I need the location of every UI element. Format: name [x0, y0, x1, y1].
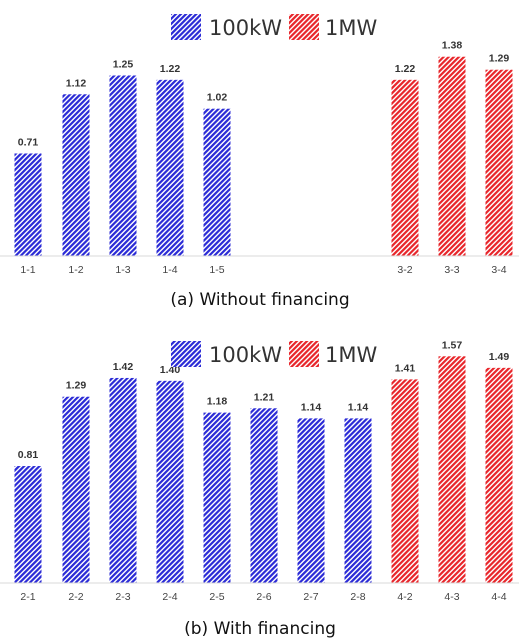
- value-label-1-4: 1.22: [160, 63, 181, 75]
- legend-item-100kw-a: 100kW: [171, 14, 282, 40]
- x-tick-label-1-1: 1-1: [20, 264, 35, 276]
- legend-label-100kw-a: 100kW: [209, 16, 282, 40]
- value-label-2-2: 1.29: [66, 380, 87, 392]
- bar-2-7: [297, 418, 325, 583]
- plot-area-b: 0.812-11.292-21.422-31.402-41.182-51.212…: [14, 339, 513, 603]
- bar-1-5: [203, 108, 231, 256]
- x-tick-label-2-4: 2-4: [162, 591, 177, 603]
- x-tick-label-2-7: 2-7: [303, 591, 318, 603]
- value-label-1-3: 1.25: [113, 59, 134, 71]
- x-tick-label-2-1: 2-1: [20, 591, 35, 603]
- bar-3-4: [485, 69, 513, 256]
- legend-item-100kw-b: 100kW: [171, 341, 282, 367]
- value-label-2-3: 1.42: [113, 361, 134, 373]
- bar-3-3: [438, 56, 466, 257]
- value-label-2-5: 1.18: [207, 396, 228, 408]
- x-tick-label-4-2: 4-2: [397, 591, 412, 603]
- x-tick-label-3-4: 3-4: [491, 264, 506, 276]
- legend-label-1mw-b: 1MW: [325, 343, 377, 367]
- value-label-1-2: 1.12: [66, 77, 87, 89]
- bar-1-3: [109, 75, 137, 256]
- value-label-3-2: 1.22: [395, 63, 416, 75]
- bar-1-2: [62, 94, 90, 256]
- value-label-4-2: 1.41: [395, 362, 416, 374]
- legend-a: 100kW 1MW: [171, 14, 377, 40]
- x-tick-label-1-3: 1-3: [115, 264, 130, 276]
- bar-3-2: [391, 79, 419, 256]
- legend-item-1mw-a: 1MW: [289, 14, 377, 40]
- value-label-2-8: 1.14: [348, 401, 369, 413]
- x-tick-label-2-5: 2-5: [209, 591, 224, 603]
- x-tick-label-4-3: 4-3: [444, 591, 459, 603]
- x-tick-label-1-4: 1-4: [162, 264, 177, 276]
- legend-swatch-100kw-b: [171, 341, 201, 367]
- x-tick-label-2-3: 2-3: [115, 591, 130, 603]
- value-label-4-4: 1.49: [489, 351, 510, 363]
- chart-panel-b: 0.812-11.292-21.422-31.402-41.182-51.212…: [0, 339, 519, 639]
- value-label-1-1: 0.71: [18, 136, 39, 148]
- x-tick-label-2-8: 2-8: [350, 591, 365, 603]
- legend-b: 100kW 1MW: [171, 341, 377, 367]
- bar-4-2: [391, 379, 419, 583]
- bar-1-1: [14, 153, 42, 256]
- bar-2-5: [203, 412, 231, 583]
- bar-2-1: [14, 466, 42, 583]
- bar-4-4: [485, 367, 513, 583]
- x-tick-label-1-5: 1-5: [209, 264, 224, 276]
- value-label-4-3: 1.57: [442, 339, 463, 351]
- bar-4-3: [438, 356, 466, 583]
- legend-label-100kw-b: 100kW: [209, 343, 282, 367]
- value-label-2-6: 1.21: [254, 391, 275, 403]
- value-label-1-5: 1.02: [207, 92, 228, 104]
- chart-panel-a: 0.71 1-1 1.12 1-2 1.25 1-3 1.22 1-4 1.02 1-5 1.22 3…: [0, 14, 519, 310]
- x-tick-label-2-6: 2-6: [256, 591, 271, 603]
- value-label-3-4: 1.29: [489, 53, 510, 65]
- bar-1-4: [156, 79, 184, 256]
- value-label-2-7: 1.14: [301, 401, 322, 413]
- caption-a: (a) Without financing: [170, 290, 349, 310]
- x-tick-label-4-4: 4-4: [491, 591, 506, 603]
- bar-2-6: [250, 408, 278, 583]
- legend-item-1mw-b: 1MW: [289, 341, 377, 367]
- legend-swatch-1mw-b: [289, 341, 319, 367]
- x-tick-label-2-2: 2-2: [68, 591, 83, 603]
- bar-2-3: [109, 377, 137, 583]
- legend-swatch-100kw-a: [171, 14, 201, 40]
- x-tick-label-3-3: 3-3: [444, 264, 459, 276]
- value-label-3-3: 1.38: [442, 40, 463, 52]
- legend-label-1mw-a: 1MW: [325, 16, 377, 40]
- x-tick-label-3-2: 3-2: [397, 264, 412, 276]
- x-tick-label-1-2: 1-2: [68, 264, 83, 276]
- bar-2-4: [156, 380, 184, 583]
- bar-2-2: [62, 396, 90, 583]
- legend-swatch-1mw-a: [289, 14, 319, 40]
- plot-area-a: 0.71 1-1 1.12 1-2 1.25 1-3 1.22 1-4 1.02 1-5 1.22 3…: [14, 40, 513, 276]
- bar-2-8: [344, 418, 372, 583]
- caption-b: (b) With financing: [184, 619, 336, 639]
- value-label-2-1: 0.81: [18, 449, 39, 461]
